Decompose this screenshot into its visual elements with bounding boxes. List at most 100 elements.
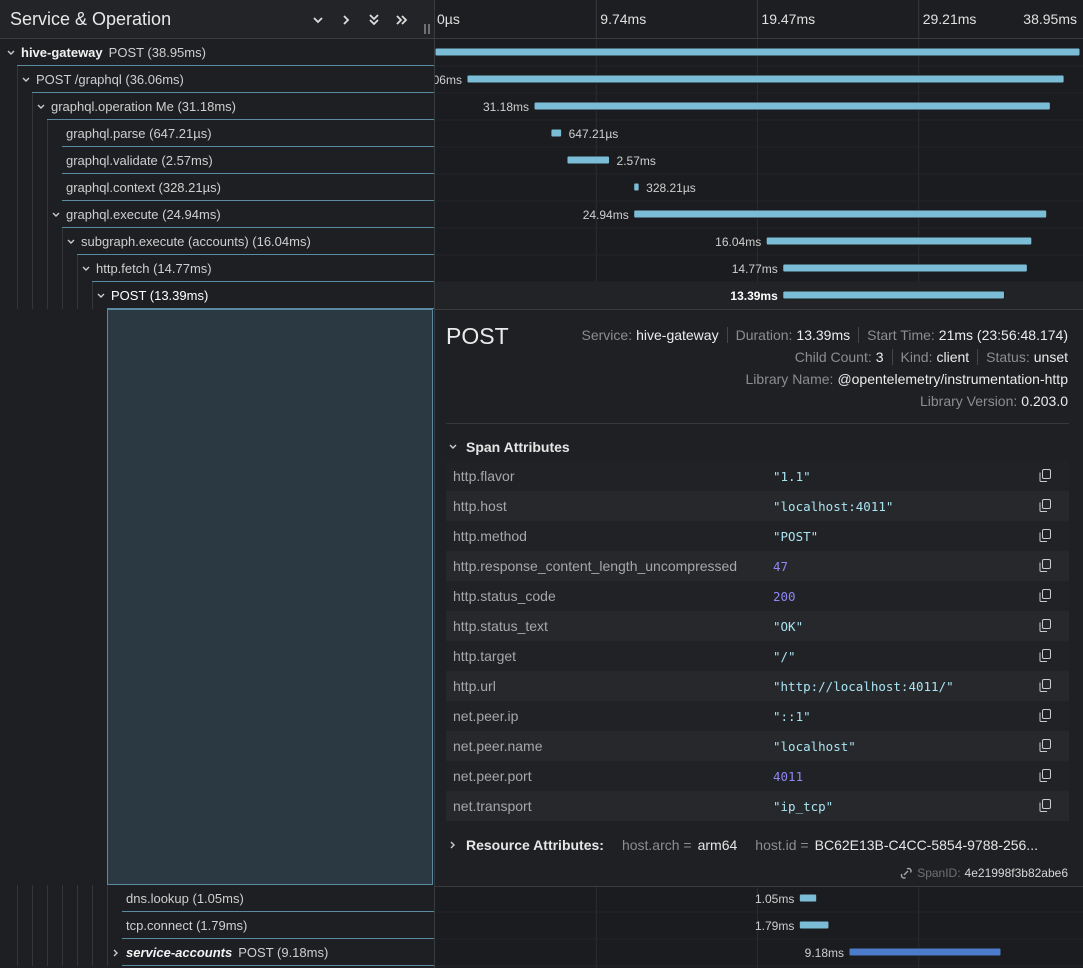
span-row[interactable]: tcp.connect (1.79ms) <box>0 912 434 939</box>
caret-shape <box>82 266 90 271</box>
span-label: service-accounts POST (9.18ms) <box>126 945 328 960</box>
expand-all-button[interactable] <box>392 10 412 30</box>
expand-caret[interactable] <box>111 948 121 958</box>
attribute-row: http.target "/" <box>446 641 1069 671</box>
header-left: Service & Operation <box>0 0 435 39</box>
expand-one-button[interactable] <box>336 10 356 30</box>
copy-shape <box>1042 589 1051 599</box>
span-row[interactable]: service-accounts POST (9.18ms) <box>0 939 434 966</box>
meta-value: unset <box>1033 349 1068 365</box>
copy-button[interactable] <box>1039 529 1051 542</box>
caret-shape <box>37 104 45 109</box>
expand-caret[interactable] <box>66 237 76 247</box>
indent-guide <box>107 885 108 912</box>
copy-button[interactable] <box>1039 769 1051 782</box>
span-label: hive-gateway POST (38.95ms) <box>21 45 206 60</box>
attribute-row: net.transport "ip_tcp" <box>446 791 1069 821</box>
copy-button[interactable] <box>1039 619 1051 632</box>
time-tick-label: 0µs <box>437 11 460 27</box>
indent-guide <box>62 912 63 939</box>
span-bar <box>633 182 640 192</box>
indent-guide <box>17 147 18 174</box>
span-row[interactable]: graphql.operation Me (31.18ms) <box>0 93 434 120</box>
meta-value: hive-gateway <box>636 327 719 343</box>
link-icon[interactable] <box>899 867 913 879</box>
span-row[interactable]: hive-gateway POST (38.95ms) <box>0 39 434 66</box>
span-row[interactable]: http.fetch (14.77ms) <box>0 255 434 282</box>
expand-caret[interactable] <box>21 75 31 85</box>
indent-guide <box>17 912 18 939</box>
meta-value: 0.203.0 <box>1021 393 1068 409</box>
span-bar <box>566 155 611 165</box>
copy-shape <box>1042 469 1051 479</box>
attribute-value: "::1" <box>773 709 811 724</box>
collapse-all-button[interactable] <box>364 10 384 30</box>
indent-guide <box>47 939 48 966</box>
row-underline <box>107 308 434 309</box>
span-row[interactable]: POST (13.39ms) <box>0 282 434 309</box>
copy-button[interactable] <box>1039 679 1051 692</box>
resources-toggle[interactable] <box>448 840 458 850</box>
expand-caret[interactable] <box>6 48 16 58</box>
operation-name: POST /graphql (36.06ms) <box>36 72 184 87</box>
indent-guide <box>47 282 48 309</box>
span-row[interactable]: graphql.parse (647.21µs) <box>0 120 434 147</box>
span-row[interactable]: graphql.context (328.21µs) <box>0 174 434 201</box>
attribute-key: http.response_content_length_uncompresse… <box>453 558 738 574</box>
attribute-key: http.target <box>453 648 517 664</box>
attribute-row: http.status_code 200 <box>446 581 1069 611</box>
expand-caret[interactable] <box>36 102 46 112</box>
duration-label: 1.79ms <box>754 919 795 933</box>
copy-shape <box>1042 499 1051 509</box>
attribute-key: net.peer.name <box>453 738 543 754</box>
span-row[interactable]: POST /graphql (36.06ms) <box>0 66 434 93</box>
copy-button[interactable] <box>1039 649 1051 662</box>
expand-caret[interactable] <box>51 210 61 220</box>
indent-guide <box>77 282 78 309</box>
duration-label: 14.77ms <box>731 262 778 276</box>
indent-guide <box>17 255 18 282</box>
header-ticks: 0µs 9.74ms 19.47ms 29.21ms 38.95ms <box>435 0 1083 39</box>
resource-item: host.arch = arm64 <box>622 837 737 853</box>
row-underline <box>92 281 434 282</box>
copy-shape <box>1039 562 1047 572</box>
resource-item: host.id = BC62E13B-C4CC-5854-9788-256... <box>755 837 1038 853</box>
span-label: graphql.parse (647.21µs) <box>66 126 212 141</box>
attribute-value: 200 <box>773 589 796 604</box>
attributes-toggle[interactable] <box>448 442 458 452</box>
span-row[interactable]: subgraph.execute (accounts) (16.04ms) <box>0 228 434 255</box>
indent-guide <box>47 912 48 939</box>
copy-button[interactable] <box>1039 499 1051 512</box>
meta-item: Duration: 13.39ms <box>726 327 850 343</box>
copy-button[interactable] <box>1039 559 1051 572</box>
indent-guide <box>62 885 63 912</box>
meta-item: Service: hive-gateway <box>582 327 719 343</box>
span-bar <box>798 893 818 903</box>
meta-key: Library Version: <box>920 393 1018 409</box>
operation-name: POST (13.39ms) <box>111 288 209 303</box>
meta-item: Library Name: @opentelemetry/instrumentat… <box>746 371 1068 387</box>
collapse-one-button[interactable] <box>308 10 328 30</box>
copy-shape <box>1039 532 1047 542</box>
copy-button[interactable] <box>1039 589 1051 602</box>
span-row[interactable]: graphql.execute (24.94ms) <box>0 201 434 228</box>
copy-button[interactable] <box>1039 709 1051 722</box>
expand-caret[interactable] <box>96 291 106 301</box>
copy-button[interactable] <box>1039 739 1051 752</box>
expand-caret[interactable] <box>81 264 91 274</box>
span-row[interactable]: graphql.validate (2.57ms) <box>0 147 434 174</box>
indent-guide <box>92 912 93 939</box>
indent-guide <box>17 120 18 147</box>
span-row[interactable]: dns.lookup (1.05ms) <box>0 885 434 912</box>
copy-button[interactable] <box>1039 799 1051 812</box>
attribute-value: 47 <box>773 559 789 574</box>
caret-shape <box>113 949 118 957</box>
caret-shape <box>67 239 75 244</box>
copy-button[interactable] <box>1039 469 1051 482</box>
span-label: graphql.context (328.21µs) <box>66 180 221 195</box>
duration-label: 16.04ms <box>715 235 762 249</box>
resize-handle[interactable] <box>423 24 431 34</box>
attribute-value: "localhost" <box>773 739 856 754</box>
attribute-value: "/" <box>773 649 796 664</box>
